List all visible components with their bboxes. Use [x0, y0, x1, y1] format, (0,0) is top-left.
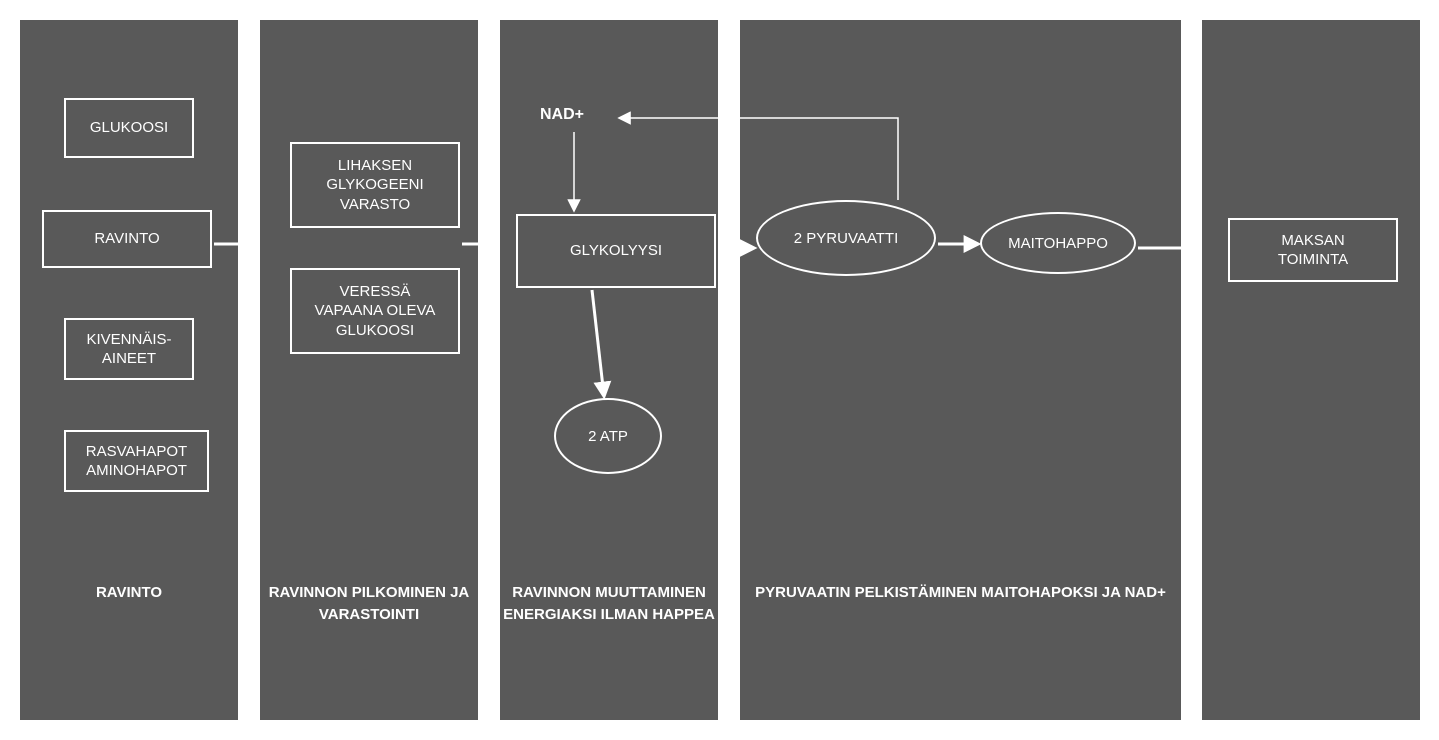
panel-p5 [1200, 18, 1422, 722]
box-glykolyysi: GLYKOLYYSI [516, 214, 716, 288]
panel-caption-p2: RAVINNON PILKOMINEN JA VARASTOINTI [258, 582, 480, 626]
box-kivennais: KIVENNÄIS- AINEET [64, 318, 194, 380]
ellipse-pyruvaatti: 2 PYRUVAATTI [756, 200, 936, 276]
panel-caption-p4: PYRUVAATIN PELKISTÄMINEN MAITOHAPOKSI JA… [738, 582, 1183, 604]
box-rasvahapot: RASVAHAPOT AMINOHAPOT [64, 430, 209, 492]
box-glukoosi: GLUKOOSI [64, 98, 194, 158]
box-veressa: VERESSÄ VAPAANA OLEVA GLUKOOSI [290, 268, 460, 354]
box-lihaksen: LIHAKSEN GLYKOGEENI VARASTO [290, 142, 460, 228]
panel-caption-p1: RAVINTO [18, 582, 240, 604]
panel-caption-p3: RAVINNON MUUTTAMINEN ENERGIAKSI ILMAN HA… [498, 582, 720, 626]
box-maksan: MAKSAN TOIMINTA [1228, 218, 1398, 282]
label-nad: NAD+ [540, 106, 620, 130]
diagram-stage: RAVINTO RAVINNON PILKOMINEN JA VARASTOINT… [0, 0, 1439, 740]
ellipse-atp: 2 ATP [554, 398, 662, 474]
ellipse-maitohappo: MAITOHAPPO [980, 212, 1136, 274]
box-ravinto: RAVINTO [42, 210, 212, 268]
panel-p4 [738, 18, 1183, 722]
